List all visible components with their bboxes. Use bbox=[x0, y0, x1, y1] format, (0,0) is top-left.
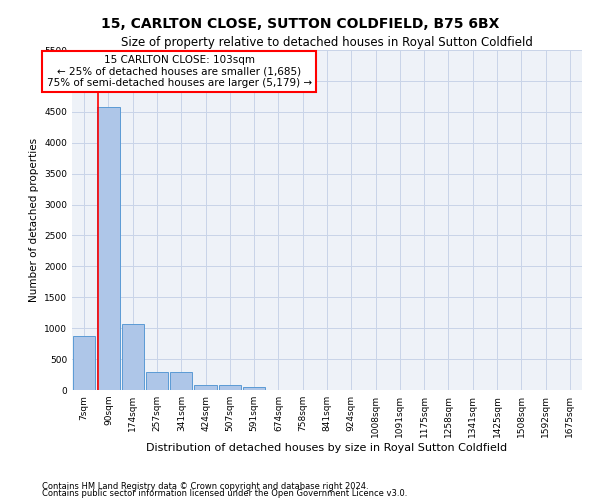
Text: Contains HM Land Registry data © Crown copyright and database right 2024.: Contains HM Land Registry data © Crown c… bbox=[42, 482, 368, 491]
Text: 15, CARLTON CLOSE, SUTTON COLDFIELD, B75 6BX: 15, CARLTON CLOSE, SUTTON COLDFIELD, B75… bbox=[101, 18, 499, 32]
Bar bbox=[243, 387, 265, 390]
Bar bbox=[146, 372, 168, 390]
Y-axis label: Number of detached properties: Number of detached properties bbox=[29, 138, 38, 302]
Text: 15 CARLTON CLOSE: 103sqm
← 25% of detached houses are smaller (1,685)
75% of sem: 15 CARLTON CLOSE: 103sqm ← 25% of detach… bbox=[47, 55, 311, 88]
Text: Contains public sector information licensed under the Open Government Licence v3: Contains public sector information licen… bbox=[42, 489, 407, 498]
Title: Size of property relative to detached houses in Royal Sutton Coldfield: Size of property relative to detached ho… bbox=[121, 36, 533, 49]
Bar bbox=[97, 107, 119, 390]
X-axis label: Distribution of detached houses by size in Royal Sutton Coldfield: Distribution of detached houses by size … bbox=[146, 442, 508, 452]
Bar bbox=[122, 324, 144, 390]
Bar bbox=[73, 336, 95, 390]
Bar bbox=[218, 384, 241, 390]
Bar bbox=[170, 372, 193, 390]
Bar bbox=[194, 384, 217, 390]
